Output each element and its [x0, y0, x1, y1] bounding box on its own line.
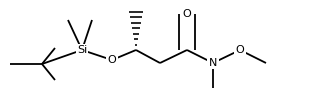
- Text: O: O: [108, 55, 116, 65]
- Text: O: O: [236, 45, 244, 55]
- Text: Si: Si: [77, 45, 87, 55]
- Text: O: O: [183, 9, 191, 19]
- Text: N: N: [209, 58, 217, 68]
